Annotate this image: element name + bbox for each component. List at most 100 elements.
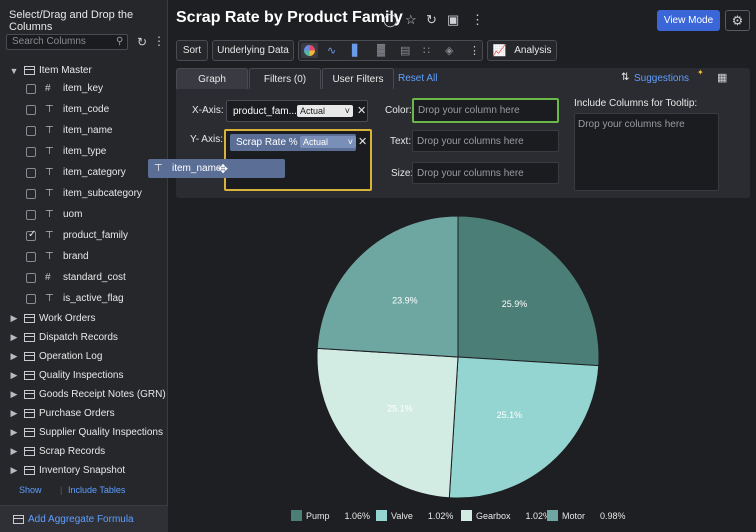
column-checkbox[interactable]: [26, 229, 36, 241]
text-type-icon: ⊤: [45, 188, 54, 199]
legend-item-gearbox[interactable]: Gearbox 1.02%: [461, 510, 551, 521]
column-item-item-type[interactable]: ⊤ item_type: [26, 142, 106, 161]
text-type-icon: ⊤: [45, 125, 54, 136]
chevron-right-icon[interactable]: ▶: [10, 313, 18, 323]
column-checkbox[interactable]: [26, 251, 36, 262]
column-checkbox[interactable]: [26, 188, 36, 199]
column-item-brand[interactable]: ⊤ brand: [26, 247, 89, 266]
column-item-is-active-flag[interactable]: ⊤ is_active_flag: [26, 289, 124, 308]
pie-slice-valve[interactable]: [448, 356, 600, 499]
column-item-product-family[interactable]: ⊤ product_family: [26, 226, 128, 245]
table-supplier-quality-inspections[interactable]: ▶ Supplier Quality Inspections: [9, 423, 163, 442]
pie-slice-gearbox[interactable]: [316, 347, 459, 499]
table-item-master[interactable]: ▼ Item Master: [9, 61, 92, 80]
chevron-right-icon[interactable]: ▶: [10, 408, 18, 418]
text-drop-zone[interactable]: Drop your columns here: [412, 130, 559, 152]
table-name: Work Orders: [39, 313, 96, 324]
drag-ghost-column[interactable]: ⊤ item_name: [148, 159, 285, 178]
chevron-right-icon[interactable]: ▶: [10, 370, 18, 380]
underlying-data-button[interactable]: Underlying Data: [212, 40, 294, 61]
column-checkbox[interactable]: [26, 104, 36, 115]
column-item-item-subcategory[interactable]: ⊤ item_subcategory: [26, 184, 142, 203]
chevron-right-icon[interactable]: ▶: [10, 389, 18, 399]
page-title[interactable]: Scrap Rate by Product Family: [176, 9, 403, 26]
y-axis-aggregation-select[interactable]: Actual ˅: [300, 136, 356, 148]
chevron-down-icon[interactable]: ▼: [9, 65, 19, 76]
column-item-item-category[interactable]: ⊤ item_category: [26, 163, 126, 182]
save-icon[interactable]: ▣: [447, 12, 460, 27]
line-chart-icon[interactable]: ∿: [327, 45, 337, 57]
column-checkbox[interactable]: [26, 209, 36, 220]
refresh-icon[interactable]: ↻: [137, 35, 148, 49]
stacked-bar-icon[interactable]: ▓: [377, 44, 386, 56]
y-axis-drop-zone[interactable]: Scrap Rate % Actual ˅ ✕: [224, 129, 372, 191]
table-quality-inspections[interactable]: ▶ Quality Inspections: [9, 366, 124, 385]
tag-icon[interactable]: ◯: [383, 12, 398, 27]
pie-slice-motor[interactable]: [316, 215, 459, 358]
column-sidebar: Select/Drag and Drop the Columns Search …: [0, 0, 168, 532]
color-drop-zone[interactable]: Drop your column here: [412, 98, 559, 123]
pie-chart-icon[interactable]: [301, 43, 318, 58]
add-aggregate-formula-button[interactable]: Add Aggregate Formula: [0, 505, 168, 532]
legend-item-pump[interactable]: Pump 1.06%: [291, 510, 370, 521]
column-item-uom[interactable]: ⊤ uom: [26, 205, 82, 224]
hierarchy-icon[interactable]: ▦: [717, 72, 728, 84]
sort-button[interactable]: Sort: [176, 40, 208, 61]
include-tables-link[interactable]: Include Tables: [68, 485, 126, 495]
column-checkbox[interactable]: [26, 272, 36, 283]
y-axis-field[interactable]: Scrap Rate % Actual ˅: [230, 134, 356, 151]
legend-item-valve[interactable]: Valve 1.02%: [376, 510, 453, 521]
column-item-item-key[interactable]: # item_key: [26, 79, 103, 98]
column-checkbox[interactable]: [26, 167, 36, 178]
column-checkbox[interactable]: [26, 293, 36, 304]
y-axis-field-name: Scrap Rate %: [236, 137, 298, 148]
size-label: Size:: [391, 168, 414, 179]
chevron-right-icon[interactable]: ▶: [10, 351, 18, 361]
column-checkbox[interactable]: [26, 125, 36, 136]
chevron-right-icon[interactable]: ▶: [10, 446, 18, 456]
pie-slice-pump[interactable]: [457, 215, 600, 367]
column-chart-icon[interactable]: ▤: [400, 45, 411, 57]
table-purchase-orders[interactable]: ▶ Purchase Orders: [9, 404, 115, 423]
x-axis-field[interactable]: product_fam... Actual ˅ ✕: [226, 100, 368, 122]
settings-gear-icon[interactable]: ⚙: [725, 10, 750, 31]
refresh-icon[interactable]: ↻: [426, 12, 437, 27]
table-inventory-snapshot[interactable]: ▶ Inventory Snapshot: [9, 461, 126, 480]
table-work-orders[interactable]: ▶ Work Orders: [9, 309, 96, 328]
tooltip-drop-zone[interactable]: Drop your columns here: [574, 113, 719, 191]
search-columns-input[interactable]: Search Columns: [6, 34, 128, 50]
legend-item-motor[interactable]: Motor 0.98%: [547, 510, 626, 521]
column-checkbox[interactable]: [26, 83, 36, 94]
column-item-item-code[interactable]: ⊤ item_code: [26, 100, 109, 119]
size-drop-zone[interactable]: Drop your columns here: [412, 162, 559, 184]
chevron-right-icon[interactable]: ▶: [10, 427, 18, 437]
scatter-chart-icon[interactable]: ∷: [423, 45, 430, 57]
column-checkbox[interactable]: [26, 146, 36, 157]
chart-type-selector: ∿ ▋ ▓ ▤ ∷ ◈ ⋮: [298, 40, 483, 61]
column-item-standard-cost[interactable]: # standard_cost: [26, 268, 126, 287]
more-options-icon[interactable]: ⋮: [471, 12, 484, 27]
table-scrap-records[interactable]: ▶ Scrap Records: [9, 442, 106, 461]
chevron-right-icon[interactable]: ▶: [10, 465, 18, 475]
view-mode-button[interactable]: View Mode: [657, 10, 720, 31]
tab-graph[interactable]: Graph: [176, 68, 248, 89]
tab-filters[interactable]: Filters (0): [249, 68, 321, 89]
more-options-icon[interactable]: ⋮: [153, 34, 165, 48]
chevron-right-icon[interactable]: ▶: [10, 332, 18, 342]
tab-user-filters[interactable]: User Filters: [322, 68, 394, 89]
reset-all-link[interactable]: Reset All: [398, 73, 438, 84]
suggestions-link[interactable]: Suggestions: [634, 73, 690, 84]
column-item-item-name[interactable]: ⊤ item_name: [26, 121, 112, 140]
more-charts-icon[interactable]: ⋮: [469, 45, 480, 57]
star-icon[interactable]: ☆: [405, 12, 417, 27]
map-chart-icon[interactable]: ◈: [445, 45, 454, 57]
bar-chart-icon[interactable]: ▋: [352, 45, 361, 57]
close-icon[interactable]: ✕: [358, 136, 368, 148]
table-goods-receipt-notes-grn-[interactable]: ▶ Goods Receipt Notes (GRN): [9, 385, 166, 404]
table-operation-log[interactable]: ▶ Operation Log: [9, 347, 103, 366]
close-icon[interactable]: ✕: [357, 105, 367, 117]
show-link[interactable]: Show: [19, 485, 42, 495]
x-axis-aggregation-select[interactable]: Actual ˅: [297, 105, 353, 117]
table-dispatch-records[interactable]: ▶ Dispatch Records: [9, 328, 118, 347]
analysis-button[interactable]: 📈 Analysis: [487, 40, 557, 61]
